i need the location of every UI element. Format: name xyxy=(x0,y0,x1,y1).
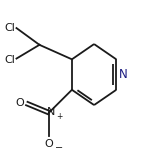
Text: O: O xyxy=(45,139,53,149)
Text: O: O xyxy=(16,98,24,108)
Text: +: + xyxy=(56,112,62,121)
Text: Cl: Cl xyxy=(4,23,15,33)
Text: N: N xyxy=(47,107,56,117)
Text: −: − xyxy=(55,143,63,153)
Text: N: N xyxy=(119,68,127,81)
Text: Cl: Cl xyxy=(4,55,15,65)
